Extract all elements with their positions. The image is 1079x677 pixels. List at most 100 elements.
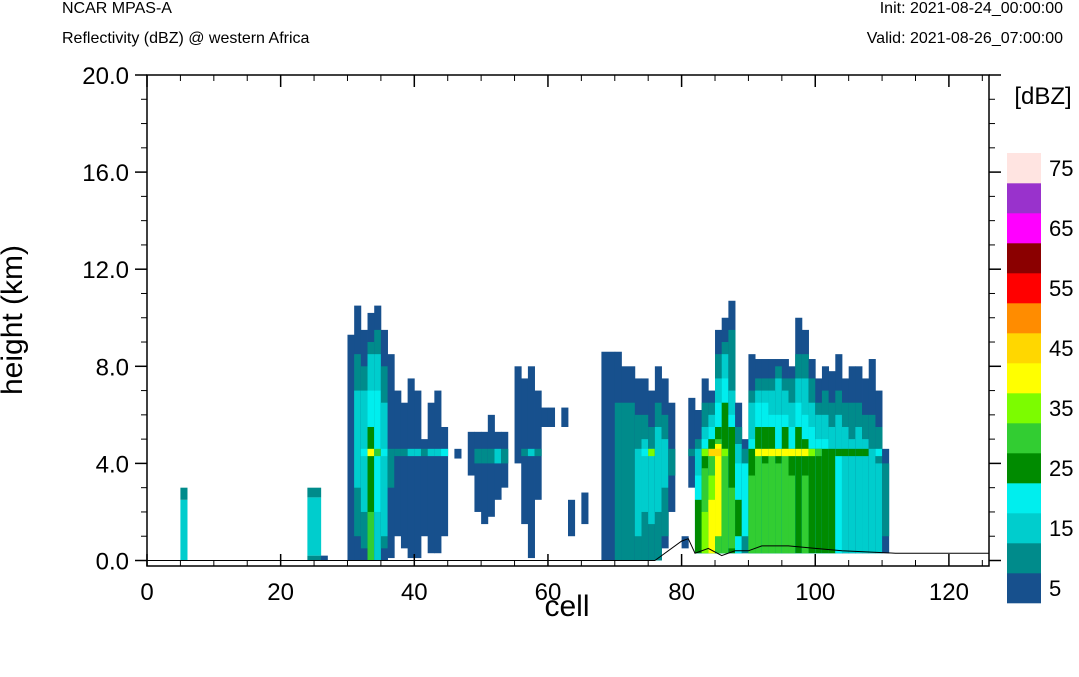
colorbar-label-25: 25	[1049, 456, 1073, 481]
colorbar-label-35: 35	[1049, 396, 1073, 421]
reflectivity-cell-41-2	[661, 439, 669, 488]
reflectivity-cell-43-0	[681, 536, 689, 549]
plot-frame	[146, 74, 990, 567]
reflectivity-cell-8-3	[380, 448, 388, 457]
y-axis-label: height (km)	[0, 245, 29, 395]
reflectivity-cell-20-1	[474, 448, 482, 464]
x-tick-label-0: 0	[140, 579, 153, 606]
colorbar-label-75: 75	[1049, 156, 1073, 181]
reflectivity-cell-67-2	[841, 426, 850, 554]
reflectivity-cell-10-0	[394, 390, 402, 537]
colorbar-swatch-60	[1007, 243, 1041, 274]
reflectivity-cell-4-2	[354, 390, 362, 488]
reflectivity-cells	[180, 300, 890, 561]
reflectivity-cell-51-4	[735, 499, 743, 537]
reflectivity-cell-31-0	[561, 407, 569, 427]
colorbar-label-55: 55	[1049, 276, 1073, 301]
colorbar-title: [dBZ]	[1014, 83, 1071, 110]
reflectivity-cell-16-1	[434, 448, 442, 457]
reflectivity-cell-26-1	[521, 448, 529, 457]
x-tick-label-3: 60	[535, 579, 562, 606]
x-tick-label-5: 100	[795, 579, 835, 606]
reflectivity-cell-46-6	[701, 511, 709, 554]
colorbar-swatch-65	[1007, 213, 1041, 244]
reflectivity-cell-1-0	[307, 555, 322, 561]
terrain	[147, 538, 989, 561]
reflectivity-cell-49-6	[721, 448, 729, 457]
reflectivity-cell-37-2	[634, 448, 642, 537]
reflectivity-cell-59-5	[788, 475, 796, 554]
reflectivity-cell-34-0	[601, 351, 616, 561]
reflectivity-cell-18-0	[454, 448, 462, 459]
y-tick-label-4: 16.0	[82, 160, 129, 187]
reflectivity-cell-57-6	[775, 448, 783, 457]
reflectivity-cell-40-2	[654, 426, 662, 512]
reflectivity-cell-8-2	[380, 402, 388, 537]
reflectivity-cell-72-3	[875, 448, 883, 457]
reflectivity-cell-63-4	[815, 448, 823, 554]
reflectivity-cell-15-0	[427, 402, 435, 554]
reflectivity-cell-55-6	[761, 448, 769, 457]
reflectivity-cell-47-8	[708, 448, 716, 457]
colorbar-swatch-50	[1007, 303, 1041, 334]
reflectivity-cell-32-0	[568, 499, 576, 537]
reflectivity-cell-3-0	[347, 334, 355, 561]
reflectivity-cell-17-1	[441, 448, 449, 457]
reflectivity-cell-62-4	[808, 448, 816, 554]
reflectivity-cell-6-6	[367, 448, 375, 457]
x-axis: 0 20 40 60 80 100 120	[140, 75, 983, 606]
reflectivity-cell-9-1	[387, 448, 395, 488]
colorbar-label-45: 45	[1049, 336, 1073, 361]
colorbar-swatch-30	[1007, 423, 1041, 454]
reflectivity-cell-29-0	[541, 407, 549, 427]
reflectivity-cell-23-1	[494, 448, 502, 464]
reflectivity-cell-11-1	[400, 448, 409, 457]
reflectivity-cell-14-1	[420, 448, 429, 457]
reflectivity-cell-7-4	[374, 448, 382, 457]
reflectivity-cell-45-4	[694, 499, 703, 554]
colorbar-swatch-10	[1007, 543, 1041, 574]
reflectivity-cell-68-2	[848, 439, 856, 554]
reflectivity-cell-0-0	[180, 499, 188, 561]
reflectivity-cell-33-0	[581, 492, 589, 525]
terrain-line	[147, 538, 989, 561]
reflectivity-cell-59-6	[788, 448, 796, 457]
y-tick-label-1: 4.0	[96, 451, 129, 478]
colorbar-swatch-70	[1007, 183, 1041, 214]
reflectivity-cell-25-0	[514, 366, 522, 464]
reflectivity-cell-22-1	[487, 448, 495, 464]
init-time: Init: 2021-08-24_00:00:00	[879, 0, 1063, 17]
reflectivity-cell-69-3	[855, 448, 863, 457]
plot-border	[146, 74, 990, 567]
reflectivity-cell-72-2	[875, 463, 883, 554]
y-tick-label-5: 20.0	[82, 63, 129, 90]
x-tick-label-6: 120	[929, 579, 969, 606]
colorbar-swatch-75	[1007, 153, 1041, 184]
colorbar-swatch-55	[1007, 273, 1041, 304]
colorbar-swatch-45	[1007, 333, 1041, 364]
reflectivity-cell-28-0	[534, 390, 542, 500]
reflectivity-cell-27-1	[527, 448, 535, 457]
reflectivity-cell-70-2	[862, 439, 870, 554]
reflectivity-cell-17-0	[441, 426, 449, 537]
reflectivity-cell-38-2	[641, 439, 649, 512]
reflectivity-cell-58-5	[781, 448, 789, 554]
reflectivity-cell-28-1	[534, 448, 542, 457]
reflectivity-cell-1-1	[307, 497, 322, 556]
reflectivity-cell-44-1	[688, 448, 696, 457]
colorbar-swatch-40	[1007, 363, 1041, 394]
colorbar: 5 15 25 35 45 55 65 75	[1007, 153, 1073, 604]
reflectivity-cell-48-6	[715, 443, 723, 537]
reflectivity-cell-24-1	[501, 448, 509, 464]
reflectivity-cell-46-7	[701, 448, 709, 457]
colorbar-swatch-20	[1007, 483, 1041, 514]
colorbar-swatch-5	[1007, 573, 1041, 604]
colorbar-label-65: 65	[1049, 216, 1073, 241]
reflectivity-cell-54-6	[755, 448, 763, 457]
x-tick-label-2: 40	[401, 579, 428, 606]
reflectivity-cell-30-0	[547, 407, 556, 427]
valid-time: Valid: 2021-08-26_07:00:00	[866, 30, 1063, 47]
reflectivity-cell-53-5	[748, 475, 756, 554]
reflectivity-cell-55-5	[761, 463, 769, 554]
